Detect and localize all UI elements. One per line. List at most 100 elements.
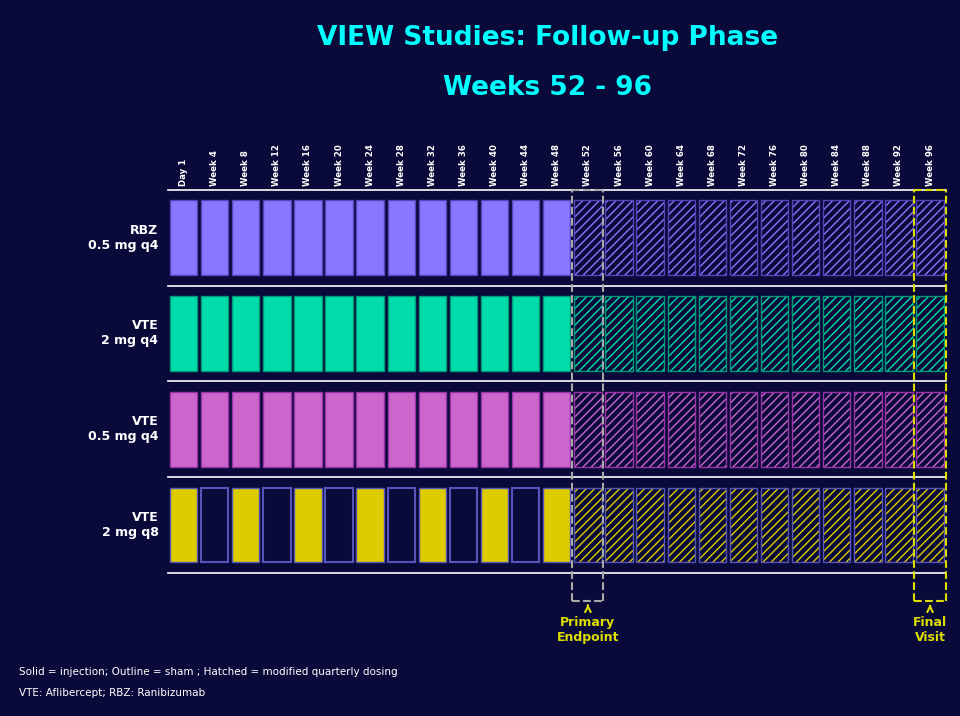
Bar	[606, 200, 633, 275]
Bar	[917, 488, 944, 562]
Bar	[512, 488, 540, 562]
Bar	[917, 200, 944, 275]
Bar	[606, 296, 633, 371]
Bar	[232, 296, 259, 371]
Bar	[885, 200, 913, 275]
Bar	[263, 392, 291, 467]
Bar	[854, 200, 881, 275]
Bar	[823, 200, 851, 275]
Bar	[761, 296, 788, 371]
Bar	[792, 200, 819, 275]
Text: Week 92: Week 92	[895, 145, 903, 186]
Bar	[823, 488, 851, 562]
Text: VTE
2 mg q8: VTE 2 mg q8	[102, 511, 158, 539]
Text: Week 64: Week 64	[677, 144, 685, 186]
Bar	[450, 392, 477, 467]
Text: Week 28: Week 28	[396, 145, 406, 186]
Bar	[636, 488, 663, 562]
Text: Week 84: Week 84	[832, 144, 841, 186]
Bar	[201, 392, 228, 467]
Bar	[201, 488, 228, 562]
Bar	[854, 296, 881, 371]
Bar	[606, 488, 633, 562]
Bar	[823, 392, 851, 467]
Text: Week 16: Week 16	[303, 145, 312, 186]
Bar	[574, 200, 602, 275]
Bar	[356, 392, 384, 467]
Bar	[636, 296, 663, 371]
Bar	[792, 488, 819, 562]
Bar	[917, 488, 944, 562]
Bar	[450, 296, 477, 371]
Text: Week 40: Week 40	[491, 145, 499, 186]
Bar	[170, 488, 197, 562]
Bar	[606, 200, 633, 275]
Text: VTE: Aflibercept; RBZ: Ranibizumab: VTE: Aflibercept; RBZ: Ranibizumab	[19, 688, 205, 698]
Bar	[792, 296, 819, 371]
Bar	[699, 296, 726, 371]
Bar	[699, 200, 726, 275]
Bar	[854, 392, 881, 467]
Text: Solid = injection; Outline = sham ; Hatched = modified quarterly dosing: Solid = injection; Outline = sham ; Hatc…	[19, 667, 397, 677]
Bar	[885, 392, 913, 467]
Bar	[263, 200, 291, 275]
Bar	[636, 200, 663, 275]
Bar	[854, 488, 881, 562]
Bar	[667, 488, 695, 562]
Bar	[667, 392, 695, 467]
Bar	[606, 296, 633, 371]
Bar	[667, 488, 695, 562]
Bar	[730, 392, 757, 467]
Bar	[543, 200, 570, 275]
Bar	[885, 296, 913, 371]
Text: Week 88: Week 88	[863, 145, 873, 186]
Text: VTE
0.5 mg q4: VTE 0.5 mg q4	[88, 415, 158, 443]
Bar	[450, 488, 477, 562]
Bar	[730, 296, 757, 371]
Text: Week 4: Week 4	[210, 150, 219, 186]
Bar	[761, 392, 788, 467]
Bar	[574, 296, 602, 371]
Bar	[388, 296, 415, 371]
Bar	[295, 392, 322, 467]
Bar	[823, 296, 851, 371]
Bar	[606, 392, 633, 467]
Bar	[854, 488, 881, 562]
Bar	[792, 296, 819, 371]
Bar	[636, 488, 663, 562]
Bar	[606, 488, 633, 562]
Text: Week 56: Week 56	[614, 145, 623, 186]
Bar	[636, 296, 663, 371]
Bar	[792, 392, 819, 467]
Bar	[917, 488, 944, 562]
Bar	[419, 392, 446, 467]
Bar	[699, 296, 726, 371]
Bar	[730, 200, 757, 275]
Bar	[854, 296, 881, 371]
Bar	[419, 488, 446, 562]
Bar	[885, 488, 913, 562]
Bar	[917, 296, 944, 371]
Bar	[761, 200, 788, 275]
Bar	[699, 488, 726, 562]
Bar	[761, 488, 788, 562]
Bar	[574, 488, 602, 562]
Bar	[201, 296, 228, 371]
Bar	[667, 200, 695, 275]
Text: Week 76: Week 76	[770, 144, 779, 186]
Bar	[761, 200, 788, 275]
Bar	[574, 392, 602, 467]
Bar	[699, 392, 726, 467]
Bar	[667, 488, 695, 562]
Bar	[481, 296, 508, 371]
Bar	[606, 392, 633, 467]
Bar	[885, 200, 913, 275]
Bar	[792, 488, 819, 562]
Bar	[823, 200, 851, 275]
Bar	[730, 200, 757, 275]
Bar	[388, 200, 415, 275]
Bar	[917, 296, 944, 371]
Text: RBZ
0.5 mg q4: RBZ 0.5 mg q4	[88, 223, 158, 251]
Text: Week 44: Week 44	[521, 144, 530, 186]
Bar	[699, 392, 726, 467]
